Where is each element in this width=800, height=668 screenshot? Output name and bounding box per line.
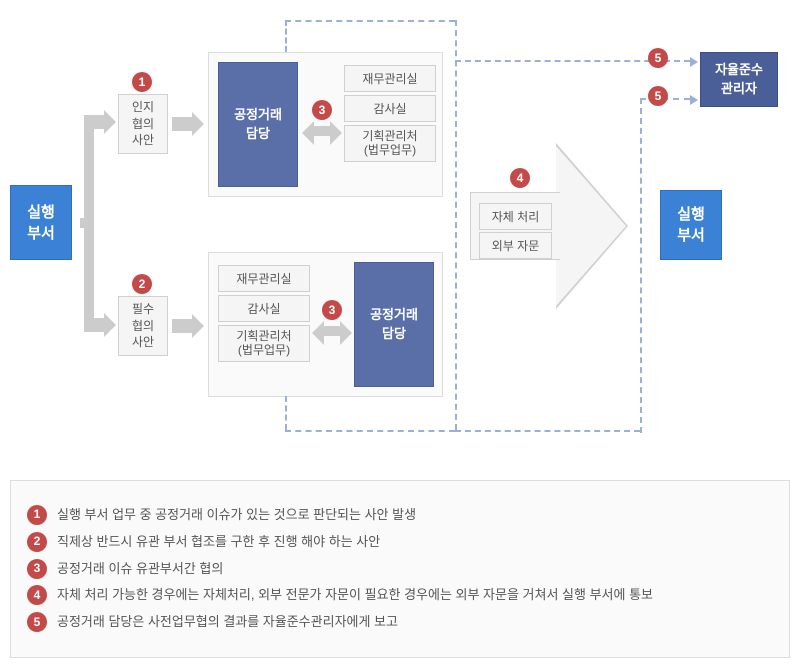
legend-badge: 5	[27, 612, 47, 632]
badge-5-bottom: 5	[648, 86, 668, 106]
badge-3-top: 3	[312, 100, 332, 120]
node-fairtrade-bottom: 공정거래담당	[354, 262, 434, 387]
legend-row-5: 5 공정거래 담당은 사전업무협의 결과를 자율준수관리자에게 보고	[27, 612, 773, 633]
dash-line	[455, 430, 640, 432]
arrow-bidir	[322, 326, 342, 336]
arrow-right	[84, 318, 106, 332]
dept-finance: 재무관리실	[344, 65, 436, 92]
node-step2: 필수협의사안	[118, 296, 168, 356]
arrow-right	[172, 319, 194, 333]
legend-row-2: 2 직제상 반드시 유관 부서 협조를 구한 후 진행 해야 하는 사안	[27, 532, 773, 553]
badge-1: 1	[132, 72, 152, 92]
dept-list-bottom: 재무관리실 감사실 기획관리처(법무업무)	[218, 262, 310, 365]
dept-legal: 기획관리처(법무업무)	[344, 125, 436, 162]
dept-audit: 감사실	[218, 295, 310, 322]
legend-text: 공정거래 담당은 사전업무협의 결과를 자율준수관리자에게 보고	[57, 612, 398, 633]
dash-line	[285, 20, 455, 22]
badge-5-top: 5	[648, 48, 668, 68]
node-step1: 인지협의사안	[118, 94, 168, 154]
legend-text: 자체 처리 가능한 경우에는 자체처리, 외부 전문가 자문이 필요한 경우에는…	[57, 585, 653, 606]
flow-diagram: 실행부서 1 인지협의사안 2 필수협의사안 공정거래담당 3 재무관리실 감사…	[0, 0, 800, 470]
node-end: 실행부서	[660, 190, 722, 260]
legend-text: 직제상 반드시 유관 부서 협조를 구한 후 진행 해야 하는 사안	[57, 532, 380, 553]
legend-badge: 1	[27, 505, 47, 525]
legend-row-4: 4 자체 처리 가능한 경우에는 자체처리, 외부 전문가 자문이 필요한 경우…	[27, 585, 773, 606]
legend-text: 실행 부서 업무 중 공정거래 이슈가 있는 것으로 판단되는 사안 발생	[57, 505, 416, 526]
legend-badge: 2	[27, 532, 47, 552]
legend-text: 공정거래 이슈 유관부서간 협의	[57, 559, 223, 580]
legend-badge: 3	[27, 559, 47, 579]
legend-panel: 1 실행 부서 업무 중 공정거래 이슈가 있는 것으로 판단되는 사안 발생 …	[10, 480, 790, 658]
dash-line	[455, 20, 457, 430]
big-arrow-body: 자체 처리 외부 자문	[470, 192, 560, 260]
elbow-seg	[84, 118, 94, 228]
dept-audit: 감사실	[344, 95, 436, 122]
legend-row-1: 1 실행 부서 업무 중 공정거래 이슈가 있는 것으로 판단되는 사안 발생	[27, 505, 773, 526]
dash-line	[285, 430, 455, 432]
dash-line	[285, 396, 287, 430]
arrow-right	[84, 115, 106, 129]
arrow-bidir	[312, 126, 332, 136]
node-compliance: 자율준수관리자	[700, 52, 778, 107]
dash-line	[640, 98, 642, 433]
step4-option-b: 외부 자문	[479, 232, 552, 259]
legend-badge: 4	[27, 585, 47, 605]
legend-row-3: 3 공정거래 이슈 유관부서간 협의	[27, 559, 773, 580]
badge-3-bottom: 3	[322, 300, 342, 320]
dept-legal: 기획관리처(법무업무)	[218, 325, 310, 362]
big-arrow-head-fill	[556, 146, 626, 306]
arrow-right	[172, 117, 194, 131]
badge-4: 4	[510, 168, 530, 188]
step4-option-a: 자체 처리	[479, 203, 552, 230]
dept-list-top: 재무관리실 감사실 기획관리처(법무업무)	[344, 62, 436, 165]
dept-finance: 재무관리실	[218, 265, 310, 292]
node-start: 실행부서	[10, 185, 72, 260]
badge-2: 2	[132, 274, 152, 294]
node-fairtrade-top: 공정거래담당	[218, 62, 298, 187]
dash-line	[285, 20, 287, 52]
elbow-seg	[84, 218, 94, 328]
